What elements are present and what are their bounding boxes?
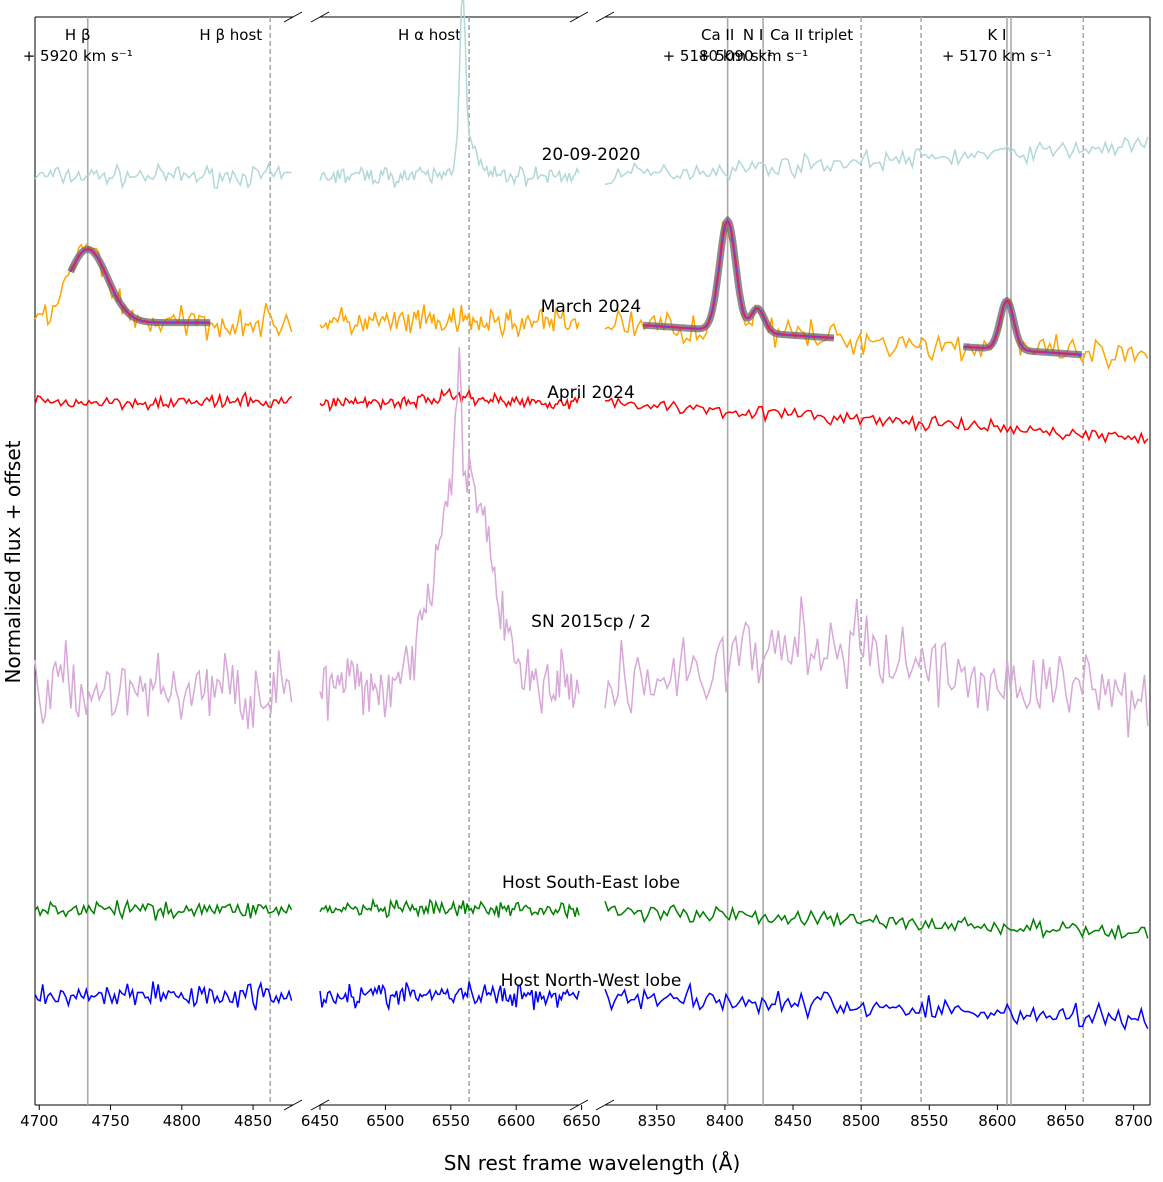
x-tick-label-hbeta-4700: 4700	[20, 1112, 58, 1130]
series-host-north-west-lobe: Host North-West lobe	[34, 971, 1149, 1031]
axes-layer: 4700 4750 4800 4850 6450 6500 6550 6600 6650 8350…	[20, 0, 1153, 1130]
line-label-3-1: + 5180 km s⁻¹	[663, 47, 773, 65]
x-tick-label-cair-8650: 8650	[1046, 1112, 1084, 1130]
line-label-2-0: H α host	[398, 26, 461, 44]
axis-break-mark-1-1-0	[595, 11, 615, 23]
line-label-3-0: Ca II	[701, 26, 734, 44]
line-label-5-0: Ca II triplet	[770, 26, 853, 44]
axis-break-mark-1-0-1	[569, 1099, 589, 1111]
series-label: Host South-East lobe	[502, 873, 680, 893]
x-tick-label-cair-8600: 8600	[978, 1112, 1016, 1130]
series-host-south-east-lobe: Host South-East lobe	[34, 873, 1149, 941]
x-tick-label-halpha-6450: 6450	[301, 1112, 339, 1130]
line-label-0-1: + 5920 km s⁻¹	[23, 47, 133, 65]
x-tick-label-cair-8400: 8400	[706, 1112, 744, 1130]
x-tick-label-cair-8500: 8500	[842, 1112, 880, 1130]
spectrum-line-cair	[604, 136, 1149, 186]
axis-break-mark-0-0-0	[283, 11, 303, 23]
spectrum-line-halpha	[319, 897, 580, 920]
x-tick-label-cair-8550: 8550	[910, 1112, 948, 1130]
series-label: SN 2015cp / 2	[531, 612, 651, 632]
series-april-2024: April 2024	[34, 383, 1149, 445]
line-label-6-1: + 5170 km s⁻¹	[942, 47, 1052, 65]
spectrum-line-halpha	[319, 304, 580, 339]
series-march-2024: March 2024	[34, 215, 1149, 371]
series-sn-2015cp-2: SN 2015cp / 2	[34, 347, 1149, 738]
x-tick-label-halpha-6500: 6500	[366, 1112, 404, 1130]
spectrum-line-cair	[604, 981, 1149, 1031]
axis-break-mark-1-0-0	[569, 11, 589, 23]
line-label-1-0: H β host	[199, 26, 262, 44]
fit-line-cair-0	[643, 219, 834, 340]
x-tick-label-halpha-6650: 6650	[563, 1112, 601, 1130]
axis-break-mark-1-1-1	[595, 1099, 615, 1111]
spectrum-line-hbeta	[34, 640, 293, 729]
fit-component-hbeta-0	[70, 248, 211, 324]
fit-component-cair-1	[963, 300, 1082, 356]
x-axis-title: SN rest frame wavelength (Å)	[444, 1151, 741, 1175]
x-tick-label-hbeta-4750: 4750	[91, 1112, 129, 1130]
line-label-0-0: H β	[65, 26, 91, 44]
series-label: March 2024	[541, 297, 642, 317]
spectrum-line-cair	[604, 221, 1149, 371]
series-label: April 2024	[547, 383, 635, 403]
spectrum-line-cair	[604, 596, 1149, 738]
x-tick-label-hbeta-4850: 4850	[234, 1112, 272, 1130]
spectrum-line-halpha	[319, 0, 580, 188]
line-label-6-0: K I	[987, 26, 1006, 44]
x-tick-label-cair-8700: 8700	[1115, 1112, 1153, 1130]
spectrum-line-hbeta	[34, 898, 293, 921]
spectrum-line-hbeta	[34, 390, 293, 412]
x-tick-label-halpha-6600: 6600	[497, 1112, 535, 1130]
x-tick-label-cair-8350: 8350	[638, 1112, 676, 1130]
y-axis-label: Normalized flux + offset	[1, 440, 25, 683]
spectrum-line-halpha	[319, 981, 580, 1012]
spectrum-line-hbeta	[34, 980, 293, 1011]
line-label-4-0: N I	[743, 26, 763, 44]
x-tick-label-cair-8450: 8450	[774, 1112, 812, 1130]
x-tick-label-hbeta-4800: 4800	[163, 1112, 201, 1130]
line-label-4-1: + 5090 km s⁻¹	[698, 47, 808, 65]
series-20-09-2020: 20-09-2020	[34, 0, 1149, 190]
spectrum-line-cair	[604, 396, 1149, 445]
spectrum-line-halpha	[319, 347, 580, 721]
y-axis-title: Normalized flux + offset	[1, 440, 25, 683]
fit-band-hbeta-0	[67, 245, 211, 327]
axis-break-mark-0-1-0	[310, 11, 330, 23]
fit-component-cair-0	[643, 219, 834, 339]
x-tick-label-halpha-6550: 6550	[432, 1112, 470, 1130]
spectrum-line-halpha	[319, 387, 580, 413]
fit-line-hbeta-0	[69, 248, 211, 324]
series-label: Host North-West lobe	[501, 971, 682, 991]
series-label: 20-09-2020	[542, 145, 641, 165]
spectrum-line-hbeta	[34, 162, 292, 190]
axis-break-mark-0-0-1	[283, 1099, 303, 1111]
spectrum-line-cair	[604, 901, 1149, 941]
